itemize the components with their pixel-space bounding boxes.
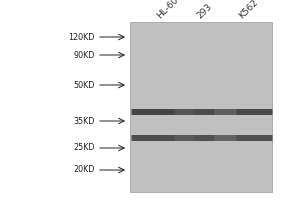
- FancyBboxPatch shape: [131, 135, 176, 141]
- Text: 35KD: 35KD: [74, 116, 95, 126]
- FancyBboxPatch shape: [194, 135, 215, 141]
- FancyBboxPatch shape: [175, 109, 196, 115]
- Text: 293: 293: [195, 2, 214, 20]
- FancyBboxPatch shape: [236, 109, 272, 115]
- Bar: [130, 22, 272, 192]
- Text: 120KD: 120KD: [69, 32, 95, 42]
- FancyBboxPatch shape: [214, 109, 238, 115]
- Text: HL-60: HL-60: [155, 0, 180, 20]
- FancyBboxPatch shape: [214, 135, 238, 141]
- Text: 25KD: 25KD: [74, 144, 95, 152]
- Text: 50KD: 50KD: [74, 80, 95, 90]
- Text: K562: K562: [237, 0, 260, 20]
- FancyBboxPatch shape: [131, 109, 176, 115]
- FancyBboxPatch shape: [175, 135, 196, 141]
- Text: 90KD: 90KD: [74, 50, 95, 60]
- FancyBboxPatch shape: [236, 135, 272, 141]
- FancyBboxPatch shape: [194, 109, 215, 115]
- Text: 20KD: 20KD: [74, 166, 95, 174]
